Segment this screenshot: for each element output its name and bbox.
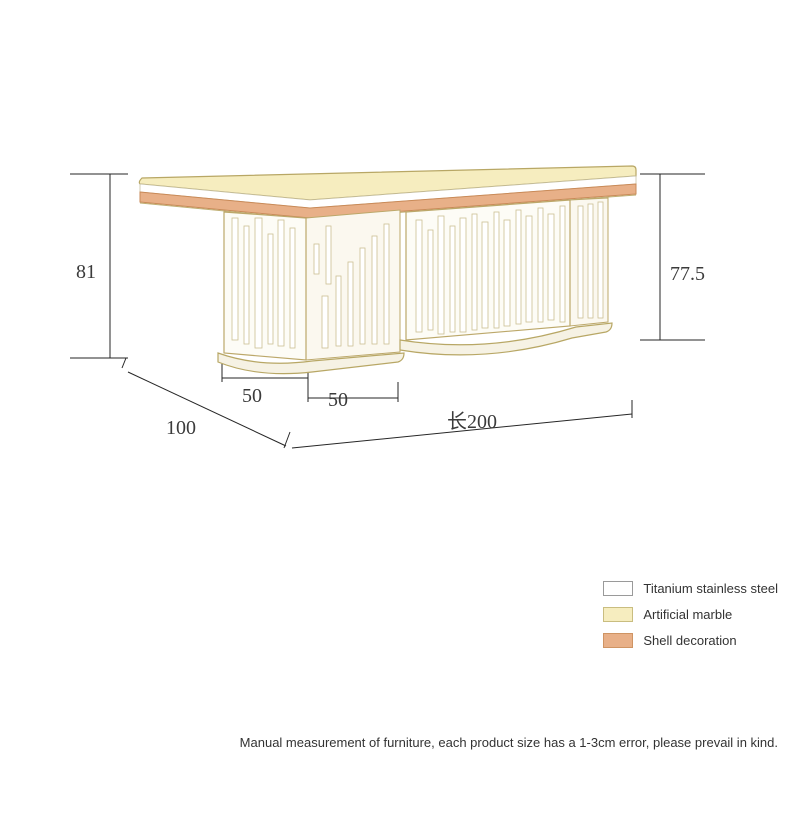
dim-length: 长200	[447, 410, 497, 433]
right-pedestal	[400, 198, 612, 355]
legend-item: Artificial marble	[603, 601, 778, 627]
left-pedestal	[218, 210, 404, 374]
dim-base-b: 50	[328, 389, 348, 411]
legend-label: Titanium stainless steel	[643, 581, 778, 596]
legend-item: Titanium stainless steel	[603, 575, 778, 601]
diagram-stage: 81 77.5 100 50 50 长200	[0, 0, 790, 825]
diagram-svg: 81 77.5 100 50 50 长200	[0, 0, 790, 825]
swatch-steel	[603, 581, 633, 596]
dim-depth: 100	[166, 417, 196, 439]
legend-item: Shell decoration	[603, 627, 778, 653]
dim-height-right: 77.5	[670, 263, 705, 285]
table-figure	[139, 166, 636, 374]
legend-label: Artificial marble	[643, 607, 732, 622]
legend-label: Shell decoration	[643, 633, 736, 648]
footnote-text: Manual measurement of furniture, each pr…	[240, 735, 778, 750]
dim-height-left: 81	[76, 261, 96, 283]
dim-base-a: 50	[242, 385, 262, 407]
swatch-marble	[603, 607, 633, 622]
material-legend: Titanium stainless steel Artificial marb…	[603, 575, 778, 653]
swatch-shell	[603, 633, 633, 648]
